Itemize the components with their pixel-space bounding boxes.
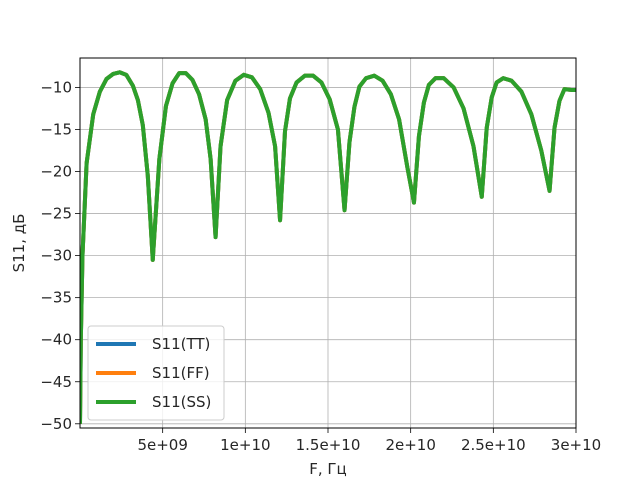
y-tick-label: −50 (40, 415, 72, 433)
legend-box (87, 325, 225, 421)
series-line-2 (80, 70, 576, 424)
y-tick-label: −35 (40, 289, 72, 307)
x-tick-label: 5e+09 (137, 436, 187, 454)
y-axis-label: S11, дБ (10, 214, 28, 273)
y-tick-label: −25 (40, 205, 72, 223)
series-lines (80, 70, 576, 424)
x-tick-label: 1.5e+10 (296, 436, 361, 454)
x-axis-label: F, Гц (309, 460, 347, 478)
legend-label-ff: S11(FF) (152, 364, 210, 382)
legend-label-ss: S11(SS) (152, 393, 211, 411)
y-tick-label: −30 (40, 247, 72, 265)
y-tick-label: −40 (40, 331, 72, 349)
y-tick-label: −15 (40, 120, 72, 138)
x-tick-label: 1e+10 (220, 436, 270, 454)
legend-label-tt: S11(TT) (152, 335, 210, 353)
x-tick-label: 2.5e+10 (461, 436, 526, 454)
x-tick-label: 3e+10 (551, 436, 601, 454)
y-tick-label: −20 (40, 163, 72, 181)
x-tick-label: 2e+10 (385, 436, 435, 454)
legend: S11(TT) S11(FF) S11(SS) (87, 325, 225, 421)
y-tick-label: −45 (40, 373, 72, 391)
axis-ticks: 5e+09 1e+10 1.5e+10 2e+10 2.5e+10 3e+10 −50 −45… (40, 78, 601, 454)
y-tick-label: −10 (40, 78, 72, 96)
